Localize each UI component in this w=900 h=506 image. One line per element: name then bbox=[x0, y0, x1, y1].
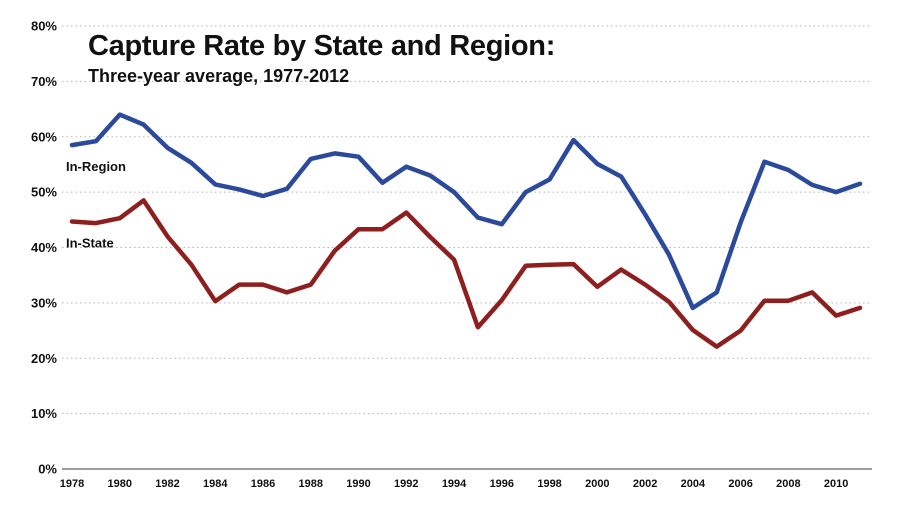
x-tick-label: 1990 bbox=[346, 478, 370, 490]
y-tick-label: 0% bbox=[38, 462, 57, 477]
x-tick-label: 2002 bbox=[633, 478, 657, 490]
x-tick-label: 1988 bbox=[299, 478, 323, 490]
series-labels: In-Region In-State bbox=[66, 159, 126, 250]
y-axis: 0% 10% 20% 30% 40% 50% 60% 70% 80% bbox=[31, 19, 57, 477]
y-tick-label: 20% bbox=[31, 351, 57, 366]
series-label-in-state: In-State bbox=[66, 235, 114, 250]
series-line-in-region bbox=[69, 112, 863, 311]
x-tick-label: 1982 bbox=[155, 478, 179, 490]
x-tick-label: 1992 bbox=[394, 478, 418, 490]
x-axis: 1978 1980 1982 1984 1986 1988 1990 1992 1994 1996… bbox=[60, 478, 849, 490]
chart-title: Capture Rate by State and Region: bbox=[88, 30, 556, 62]
y-tick-label: 50% bbox=[31, 185, 57, 200]
x-tick-label: 2004 bbox=[681, 478, 706, 490]
y-tick-label: 30% bbox=[31, 295, 57, 310]
x-tick-label: 2000 bbox=[585, 478, 609, 490]
x-tick-label: 1984 bbox=[203, 478, 228, 490]
x-tick-label: 1986 bbox=[251, 478, 275, 490]
y-tick-label: 70% bbox=[31, 74, 57, 89]
gridlines bbox=[62, 25, 872, 470]
series-lines bbox=[69, 112, 863, 349]
x-tick-label: 1996 bbox=[490, 478, 514, 490]
y-tick-label: 80% bbox=[31, 19, 57, 34]
x-tick-label: 1994 bbox=[442, 478, 467, 490]
x-tick-label: 2008 bbox=[776, 478, 800, 490]
series-label-in-region: In-Region bbox=[66, 159, 126, 174]
chart-subtitle: Three-year average, 1977-2012 bbox=[88, 66, 350, 86]
x-tick-label: 2010 bbox=[824, 478, 848, 490]
x-tick-label: 1998 bbox=[537, 478, 561, 490]
y-tick-label: 40% bbox=[31, 240, 57, 255]
y-tick-label: 10% bbox=[31, 406, 57, 421]
series-line-in-state bbox=[69, 198, 863, 349]
x-tick-label: 1978 bbox=[60, 478, 84, 490]
y-tick-label: 60% bbox=[31, 129, 57, 144]
x-tick-label: 2006 bbox=[728, 478, 752, 490]
x-tick-label: 1980 bbox=[108, 478, 132, 490]
title-block: Capture Rate by State and Region: Three-… bbox=[88, 30, 555, 87]
